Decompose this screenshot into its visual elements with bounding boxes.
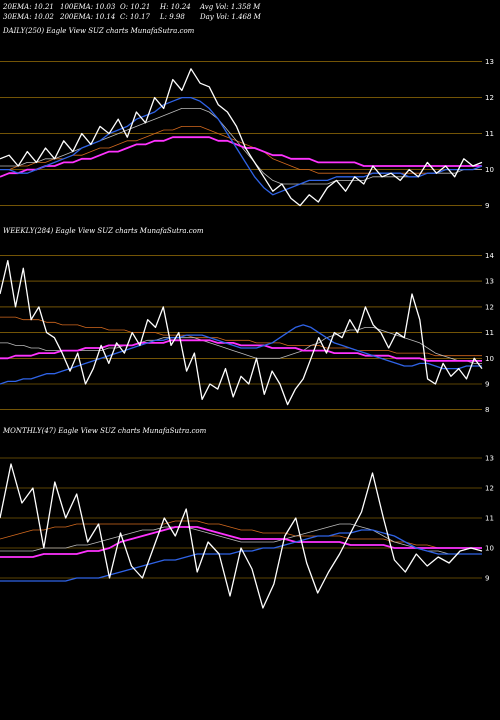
header-100ema: 100EMA: 10.03 <box>60 3 116 11</box>
daily-y-tick-label: 13 <box>485 58 494 66</box>
daily-y-tick-label: 11 <box>485 130 494 138</box>
weekly-y-tick-label: 10 <box>485 355 494 363</box>
daily-y-tick-label: 10 <box>485 166 494 174</box>
weekly-y-tick-label: 14 <box>485 252 494 260</box>
weekly-panel: WEEKLY(284) Eagle View SUZ charts Munafa… <box>0 227 494 414</box>
daily-ema-blue-line <box>0 96 483 196</box>
weekly-ema-magenta-line <box>0 339 482 362</box>
daily-panel-label: DAILY(250) Eagle View SUZ charts MunafaS… <box>2 27 195 35</box>
monthly-ema-orange-line <box>0 520 483 552</box>
header-day-vol: Day Vol: 1.468 M <box>199 13 262 21</box>
weekly-y-tick-label: 12 <box>485 303 494 311</box>
header-avg-vol: Avg Vol: 1.358 M <box>199 3 261 11</box>
weekly-y-tick-label: 9 <box>485 381 489 389</box>
monthly-price-line <box>0 463 483 609</box>
daily-ema-magenta-line <box>0 136 482 178</box>
monthly-ema-blue-line <box>0 529 482 582</box>
monthly-y-tick-label: 13 <box>485 455 494 463</box>
monthly-ema-magenta-line <box>0 526 482 558</box>
monthly-y-tick-label: 10 <box>485 545 494 553</box>
monthly-y-tick-label: 11 <box>485 515 494 523</box>
weekly-y-tick-label: 8 <box>485 406 489 414</box>
monthly-y-tick-label: 9 <box>485 575 489 583</box>
monthly-panel-label: MONTHLY(47) Eagle View SUZ charts Munafa… <box>2 427 207 435</box>
daily-panel: DAILY(250) Eagle View SUZ charts MunafaS… <box>0 27 494 210</box>
header-low: L: 9.98 <box>159 13 185 21</box>
weekly-panel-label: WEEKLY(284) Eagle View SUZ charts Munafa… <box>3 227 204 235</box>
daily-y-tick-label: 9 <box>485 202 489 210</box>
header-close: C: 10.17 <box>120 13 151 21</box>
header-open: O: 10.21 <box>120 3 150 11</box>
header-20ema: 20EMA: 10.21 <box>2 3 54 11</box>
header-200ema: 200EMA: 10.14 <box>59 13 115 21</box>
monthly-ema-grey-line <box>0 523 482 555</box>
weekly-y-tick-label: 13 <box>485 278 494 286</box>
header-indicators: 20EMA: 10.21 100EMA: 10.03 O: 10.21 H: 1… <box>2 3 262 21</box>
weekly-price-line <box>0 259 483 406</box>
daily-y-tick-label: 12 <box>485 94 494 102</box>
weekly-ema-orange-line <box>0 316 482 357</box>
monthly-y-tick-label: 12 <box>485 485 494 493</box>
weekly-y-tick-label: 11 <box>485 329 494 337</box>
header-high: H: 10.24 <box>159 3 191 11</box>
header-30ema: 30EMA: 10.02 <box>3 13 54 21</box>
daily-price-line <box>0 68 483 207</box>
monthly-panel: MONTHLY(47) Eagle View SUZ charts Munafa… <box>0 427 494 609</box>
